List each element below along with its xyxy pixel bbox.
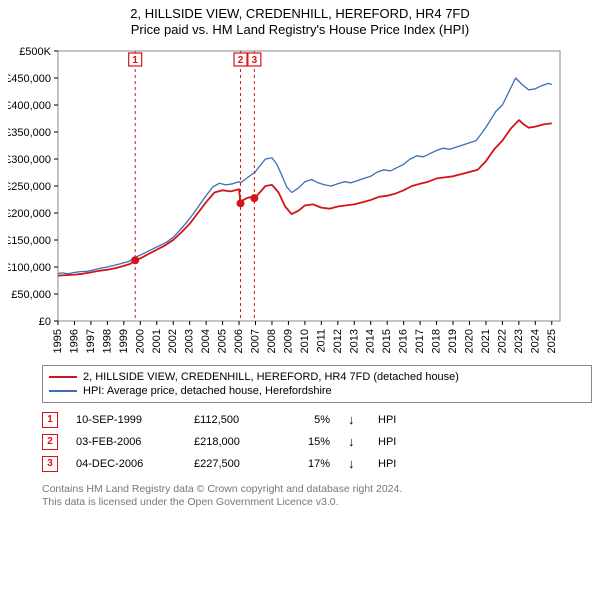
y-tick-label: £350,000	[8, 127, 51, 139]
sale-marker-box: 2	[42, 434, 58, 450]
y-tick-label: £50,000	[11, 289, 51, 301]
y-tick-label: £200,000	[8, 208, 51, 220]
x-tick-label: 2003	[184, 329, 196, 353]
sale-hpi: HPI	[378, 458, 408, 470]
sale-hpi: HPI	[378, 414, 408, 426]
x-tick-label: 1995	[52, 329, 64, 353]
sale-price: £227,500	[194, 458, 274, 470]
x-tick-label: 2006	[233, 329, 245, 353]
sale-row: 1 10-SEP-1999 £112,500 5% ↓ HPI	[42, 409, 592, 431]
x-tick-label: 2011	[315, 329, 327, 353]
x-tick-label: 2001	[151, 329, 163, 353]
x-tick-label: 1996	[68, 329, 80, 353]
legend-row: HPI: Average price, detached house, Here…	[49, 384, 585, 398]
title-line-1: 2, HILLSIDE VIEW, CREDENHILL, HEREFORD, …	[8, 6, 592, 22]
y-tick-label: £300,000	[8, 154, 51, 166]
legend-swatch	[49, 376, 77, 378]
sale-date: 04-DEC-2006	[76, 458, 176, 470]
legend-row: 2, HILLSIDE VIEW, CREDENHILL, HEREFORD, …	[49, 370, 585, 384]
x-tick-label: 2018	[431, 329, 443, 353]
x-tick-label: 2005	[217, 329, 229, 353]
legend-box: 2, HILLSIDE VIEW, CREDENHILL, HEREFORD, …	[42, 365, 592, 403]
sale-label-num: 3	[252, 55, 258, 66]
legend-swatch	[49, 390, 77, 392]
sale-row: 2 03-FEB-2006 £218,000 15% ↓ HPI	[42, 431, 592, 453]
sales-table: 1 10-SEP-1999 £112,500 5% ↓ HPI 2 03-FEB-2006 £2…	[42, 409, 592, 475]
sale-dot	[250, 194, 258, 202]
x-tick-label: 2023	[513, 329, 525, 353]
sale-dot	[237, 199, 245, 207]
y-tick-label: £0	[39, 316, 51, 328]
x-tick-label: 2000	[134, 329, 146, 353]
title-line-2: Price paid vs. HM Land Registry's House …	[8, 22, 592, 38]
sale-pct: 15%	[292, 436, 330, 448]
sale-row: 3 04-DEC-2006 £227,500 17% ↓ HPI	[42, 453, 592, 475]
x-tick-label: 2004	[200, 329, 212, 353]
x-tick-label: 2015	[381, 329, 393, 353]
sale-label-num: 2	[238, 55, 244, 66]
chart-area: £0 £50,000 £100,000 £150,000 £200,000 £250,00…	[8, 39, 592, 359]
sale-hpi: HPI	[378, 436, 408, 448]
sale-pct: 17%	[292, 458, 330, 470]
x-tick-label: 1999	[118, 329, 130, 353]
x-tick-label: 2014	[365, 329, 377, 353]
x-tick-label: 2024	[529, 329, 541, 353]
x-tick-label: 2012	[332, 329, 344, 353]
sale-date: 03-FEB-2006	[76, 436, 176, 448]
attribution-line-1: Contains HM Land Registry data © Crown c…	[42, 483, 592, 497]
x-tick-label: 2020	[463, 329, 475, 353]
x-tick-label: 2019	[447, 329, 459, 353]
sale-arrow: ↓	[348, 435, 360, 448]
y-tick-label: £250,000	[8, 181, 51, 193]
x-tick-label: 2016	[398, 329, 410, 353]
sale-arrow: ↓	[348, 457, 360, 470]
y-tick-label: £150,000	[8, 235, 51, 247]
x-tick-label: 2010	[299, 329, 311, 353]
sale-price: £112,500	[194, 414, 274, 426]
sale-marker-box: 3	[42, 456, 58, 472]
legend-label: HPI: Average price, detached house, Here…	[83, 385, 332, 397]
x-tick-label: 2013	[348, 329, 360, 353]
x-tick-label: 2002	[167, 329, 179, 353]
x-tick-label: 2025	[546, 329, 558, 353]
attribution-block: Contains HM Land Registry data © Crown c…	[42, 483, 592, 510]
y-tick-label: £100,000	[8, 262, 51, 274]
chart-title-block: 2, HILLSIDE VIEW, CREDENHILL, HEREFORD, …	[8, 6, 592, 39]
x-tick-label: 2022	[496, 329, 508, 353]
sale-pct: 5%	[292, 414, 330, 426]
line-chart-svg: £0 £50,000 £100,000 £150,000 £200,000 £250,00…	[8, 39, 568, 359]
sale-arrow: ↓	[348, 413, 360, 426]
sale-marker-box: 1	[42, 412, 58, 428]
x-tick-label: 2009	[282, 329, 294, 353]
x-tick-label: 2008	[266, 329, 278, 353]
x-tick-label: 2007	[250, 329, 262, 353]
x-tick-label: 1997	[85, 329, 97, 353]
y-tick-label: £450,000	[8, 73, 51, 85]
x-tick-label: 1998	[101, 329, 113, 353]
y-tick-label: £500K	[19, 46, 51, 58]
x-tick-label: 2021	[480, 329, 492, 353]
x-tick-label: 2017	[414, 329, 426, 353]
legend-label: 2, HILLSIDE VIEW, CREDENHILL, HEREFORD, …	[83, 371, 459, 383]
attribution-line-2: This data is licensed under the Open Gov…	[42, 496, 592, 510]
sale-dot	[131, 256, 139, 264]
sale-price: £218,000	[194, 436, 274, 448]
y-tick-label: £400,000	[8, 100, 51, 112]
sale-date: 10-SEP-1999	[76, 414, 176, 426]
sale-label-num: 1	[132, 55, 138, 66]
